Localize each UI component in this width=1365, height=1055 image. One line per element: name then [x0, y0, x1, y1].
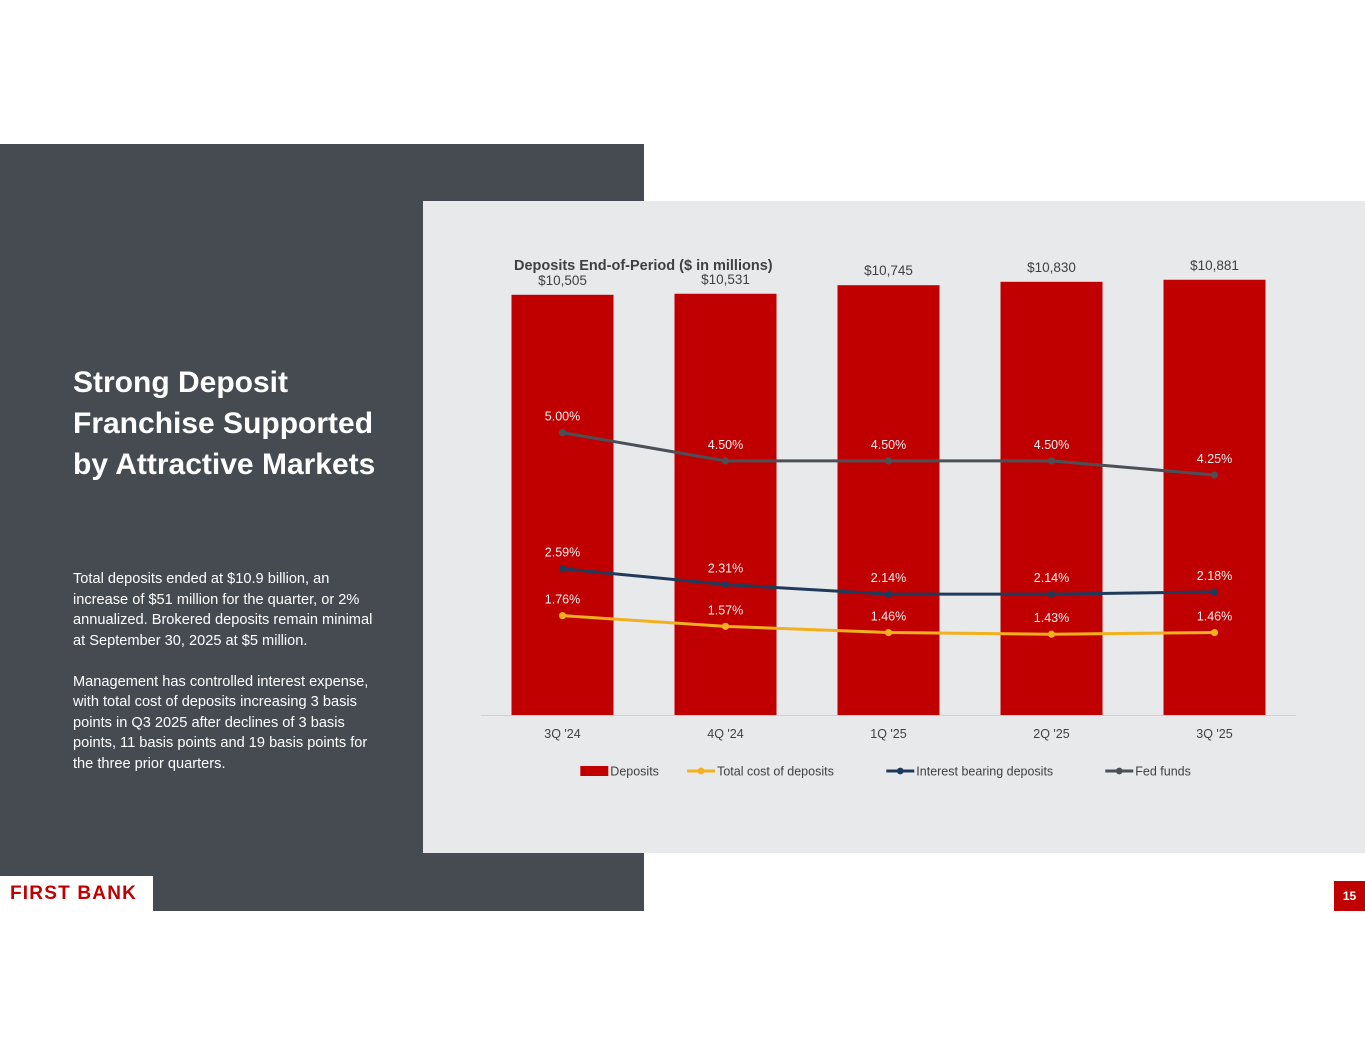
fed-funds-point-4: [1047, 457, 1056, 465]
bar-label-5: $10,881: [1190, 258, 1239, 273]
interest-bearing-label-4: 2.14%: [1034, 571, 1069, 585]
bar-5: [1163, 279, 1266, 715]
bar-4: [1000, 281, 1103, 715]
interest-bearing-point-4: [1047, 590, 1056, 598]
paragraph-interest-expense: Management has controlled interest expen…: [73, 673, 369, 772]
bar-3: [837, 285, 940, 715]
interest-bearing-label-2: 2.31%: [708, 562, 743, 576]
total-cost-label-5: 1.46%: [1197, 610, 1232, 624]
chart-title: Deposits End-of-Period ($ in millions): [514, 258, 773, 274]
interest-bearing-point-2: [721, 580, 730, 589]
interest-bearing-label-5: 2.18%: [1197, 569, 1232, 583]
x-tick-label-2: 4Q '24: [707, 727, 743, 741]
interest-bearing-point-5: [1210, 588, 1219, 596]
total-cost-point-4: [1047, 630, 1056, 638]
fed-funds-label-1: 5.00%: [545, 410, 580, 424]
fed-funds-label-4: 4.50%: [1034, 438, 1069, 452]
fed-funds-label-2: 4.50%: [708, 438, 743, 452]
fed-funds-point-5: [1210, 471, 1219, 479]
legend-deposits-swatch: [580, 766, 609, 776]
logo: FIRST BANK: [0, 876, 153, 911]
body-text: Total deposits ended at $10.9 billion, a…: [73, 569, 373, 795]
total-cost-label-4: 1.43%: [1034, 611, 1069, 625]
chart-panel: Deposits End-of-Period ($ in millions) $…: [423, 201, 1365, 853]
interest-bearing-label-1: 2.59%: [545, 546, 580, 560]
logo-text: FIRST BANK: [10, 883, 138, 904]
total-cost-point-3: [884, 628, 893, 637]
fed-funds-point-3: [884, 457, 893, 465]
bar-2: [674, 293, 777, 715]
legend-total-cost-marker: [697, 767, 705, 775]
fed-funds-label-3: 4.50%: [871, 438, 906, 452]
bar-label-3: $10,745: [864, 263, 913, 278]
x-tick-label-1: 3Q '24: [544, 727, 580, 741]
x-tick-label-3: 1Q '25: [870, 727, 906, 741]
total-cost-point-1: [558, 612, 567, 620]
legend-interest-bearing-label: Interest bearing deposits: [916, 765, 1053, 779]
deposits-chart: $10,505 $10,531 $10,745 $10,830 $10,881 3Q '2…: [481, 258, 1296, 779]
total-cost-label-1: 1.76%: [545, 593, 580, 607]
legend-deposits-label: Deposits: [610, 765, 659, 779]
bar-label-1: $10,505: [538, 273, 587, 288]
total-cost-point-2: [721, 622, 730, 630]
fed-funds-point-1: [558, 429, 567, 437]
legend-interest-bearing-marker: [896, 767, 904, 775]
total-cost-label-3: 1.46%: [871, 610, 906, 624]
x-tick-label-4: 2Q '25: [1033, 727, 1069, 741]
page-number: 15: [1334, 881, 1365, 911]
interest-bearing-label-3: 2.14%: [871, 571, 906, 585]
total-cost-label-2: 1.57%: [708, 603, 743, 617]
fed-funds-point-2: [721, 457, 730, 465]
legend-fed-funds-marker: [1115, 767, 1123, 775]
bar-label-4: $10,830: [1027, 260, 1076, 275]
fed-funds-label-5: 4.25%: [1197, 452, 1232, 466]
interest-bearing-point-1: [558, 565, 567, 573]
paragraph-deposits: Total deposits ended at $10.9 billion, a…: [73, 571, 373, 649]
interest-bearing-point-3: [884, 590, 893, 598]
legend-total-cost-label: Total cost of deposits: [717, 765, 834, 779]
slide-title: Strong Deposit Franchise Supported by At…: [73, 366, 376, 481]
x-tick-label-5: 3Q '25: [1196, 727, 1232, 741]
bar-label-2: $10,531: [701, 272, 750, 287]
legend-fed-funds-label: Fed funds: [1135, 765, 1191, 779]
total-cost-point-5: [1210, 628, 1219, 637]
bar-1: [511, 294, 614, 715]
